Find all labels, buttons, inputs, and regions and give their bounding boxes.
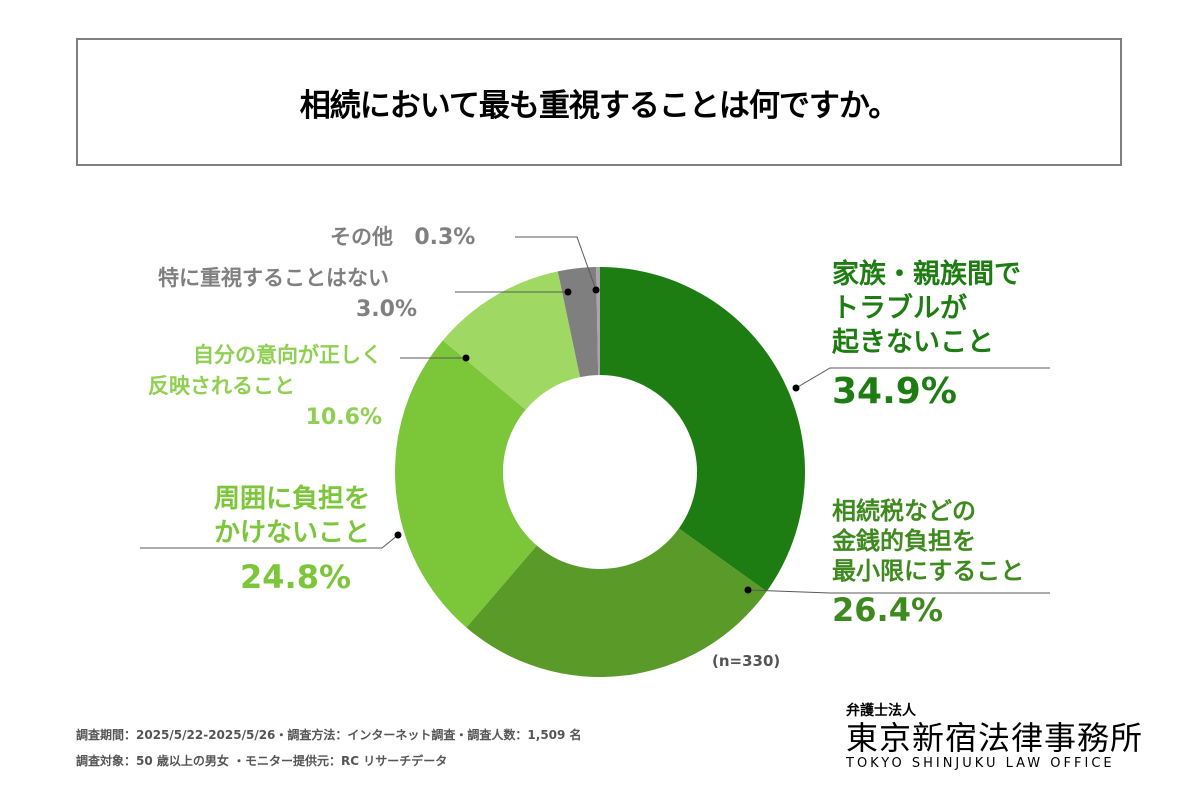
value-label: 10.6% bbox=[305, 405, 382, 430]
logo: 弁護士法人 東京新宿法律事務所 TOKYO SHINJUKU LAW OFFIC… bbox=[846, 700, 1143, 771]
logo-en: TOKYO SHINJUKU LAW OFFICE bbox=[846, 756, 1115, 771]
label-slice-1: 相続税などの 金銭的負担を 最小限にすること 26.4% bbox=[832, 496, 1024, 628]
donut-slice-1 bbox=[466, 528, 767, 677]
label-line: 自分の意向が正しく bbox=[193, 343, 382, 367]
label-line: 周囲に負担を bbox=[213, 484, 370, 514]
leader-line-2 bbox=[140, 534, 399, 549]
value-label: 24.8% bbox=[240, 558, 352, 596]
title-box: 相続において最も重視することは何ですか。 bbox=[76, 38, 1122, 166]
value-label: 34.9% bbox=[832, 371, 957, 412]
donut-slice-0 bbox=[600, 267, 805, 592]
leader-line-1 bbox=[747, 589, 1050, 594]
label-line: 起きないこと bbox=[832, 327, 994, 358]
leader-dot-5 bbox=[592, 286, 600, 294]
label-line: 特に重視することはない bbox=[158, 266, 389, 290]
leader-line-0 bbox=[795, 367, 1050, 389]
sample-size: (n=330) bbox=[712, 652, 781, 670]
donut-slice-2 bbox=[395, 340, 537, 628]
label-line: 家族・親族間で bbox=[832, 259, 1021, 290]
footer-line-1: 調査期間：2025/5/22-2025/5/26・調査方法：インターネット調査・… bbox=[76, 728, 582, 742]
logo-sub: 弁護士法人 bbox=[846, 703, 916, 719]
label-line: トラブルが bbox=[832, 293, 967, 324]
leader-dot-1 bbox=[744, 586, 752, 594]
footer-line-2: 調査対象：50 歳以上の男女 ・モニター提供元：RC リサーチデータ bbox=[76, 754, 448, 768]
label-slice-5: その他 0.3% bbox=[330, 220, 475, 255]
leader-dot-2 bbox=[394, 531, 402, 539]
chart-title: 相続において最も重視することは何ですか。 bbox=[299, 87, 899, 124]
leader-dot-4 bbox=[564, 288, 572, 296]
label-line: 相続税などの bbox=[832, 497, 976, 525]
leader-dot-3 bbox=[462, 354, 470, 362]
label-line: かけないこと bbox=[213, 518, 370, 548]
leader-dot-0 bbox=[792, 384, 800, 392]
label-line: 金銭的負担を bbox=[832, 527, 976, 555]
label-slice-2: 周囲に負担を かけないこと 24.8% bbox=[140, 482, 370, 594]
label-line: 最小限にすること bbox=[832, 557, 1025, 585]
value-label: 26.4% bbox=[832, 591, 944, 629]
logo-main: 東京新宿法律事務所 bbox=[846, 719, 1144, 757]
label-line: 反映されること bbox=[148, 374, 295, 398]
value-label: 0.3% bbox=[414, 225, 476, 250]
donut-slice-5 bbox=[596, 267, 600, 376]
label-slice-0: 家族・親族間で トラブルが 起きないこと 34.9% bbox=[832, 258, 1021, 412]
label-slice-3: 自分の意向が正しく 反映されること 10.6% bbox=[120, 340, 382, 433]
donut-slice-3 bbox=[442, 271, 581, 410]
leader-line-5 bbox=[515, 236, 597, 291]
label-slice-4: 特に重視することはない 3.0% bbox=[158, 262, 417, 326]
label-line: その他 bbox=[330, 225, 393, 249]
value-label: 3.0% bbox=[356, 297, 418, 322]
